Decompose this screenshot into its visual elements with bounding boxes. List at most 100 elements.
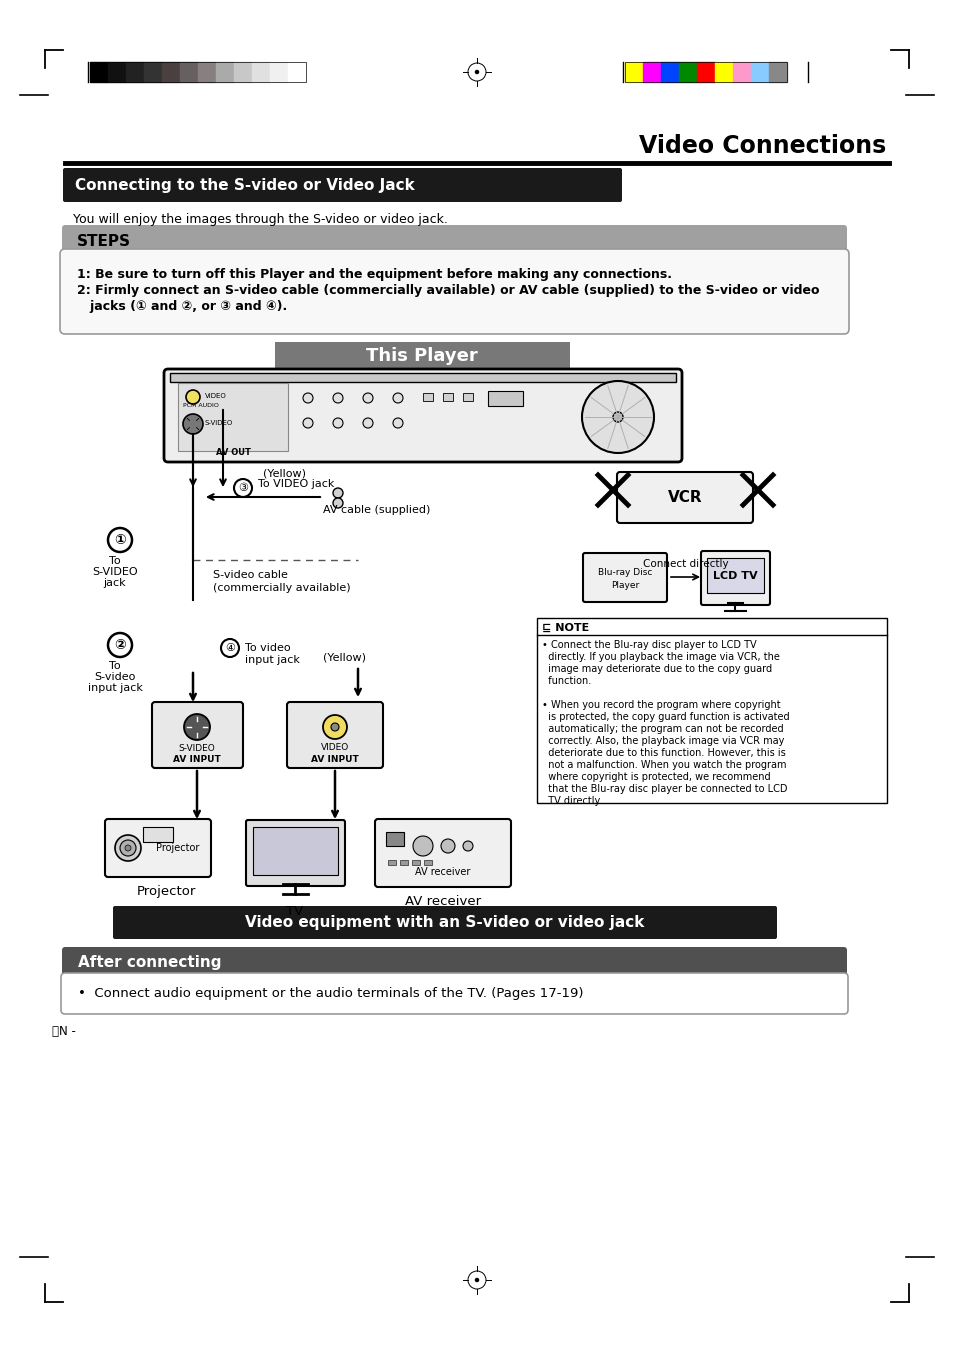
FancyBboxPatch shape [287,702,382,768]
Text: S-VIDEO: S-VIDEO [92,566,137,577]
Text: Projector: Projector [156,844,199,853]
Bar [252,62,270,82]
Text: that the Blu-ray disc player be connected to LCD: that the Blu-ray disc player be connecte… [541,784,786,794]
Circle shape [108,529,132,552]
Text: correctly. Also, the playback image via VCR may: correctly. Also, the playback image via … [541,735,783,746]
Text: Blu-ray Disc: Blu-ray Disc [598,568,652,577]
Bar [442,393,453,402]
FancyBboxPatch shape [246,821,345,886]
Circle shape [303,393,313,403]
Circle shape [331,723,338,731]
FancyBboxPatch shape [105,819,211,877]
Circle shape [303,418,313,429]
Text: AV receiver: AV receiver [415,867,470,877]
Circle shape [125,845,131,850]
Text: (commercially available): (commercially available) [213,583,351,594]
Text: Video Connections: Video Connections [639,134,885,158]
Text: VIDEO: VIDEO [320,744,349,752]
Text: ⓔN -: ⓔN - [52,1025,76,1038]
Bar [488,391,522,406]
Bar [697,62,714,82]
FancyBboxPatch shape [62,224,846,257]
Circle shape [393,418,402,429]
Text: To video: To video [245,644,291,653]
Text: PCM AUDIO: PCM AUDIO [183,403,218,408]
Text: This Player: This Player [366,347,477,365]
Text: ⊑ NOTE: ⊑ NOTE [541,623,589,633]
Text: where copyright is protected, we recommend: where copyright is protected, we recomme… [541,772,770,781]
Bar [624,62,642,82]
Text: After connecting: After connecting [78,956,221,971]
Circle shape [184,714,210,740]
FancyBboxPatch shape [61,973,847,1014]
Bar [270,62,288,82]
Text: deteriorate due to this function. However, this is: deteriorate due to this function. Howeve… [541,748,785,758]
Text: AV receiver: AV receiver [404,895,480,909]
Text: To: To [109,556,121,566]
Circle shape [581,381,654,453]
Circle shape [413,836,433,856]
Bar [399,860,408,865]
Text: not a malfunction. When you watch the program: not a malfunction. When you watch the pr… [541,760,785,771]
Bar [178,383,288,452]
Text: You will enjoy the images through the S-video or video jack.: You will enjoy the images through the S-… [73,214,447,226]
Bar [422,393,433,402]
Text: is protected, the copy guard function is activated: is protected, the copy guard function is… [541,713,789,722]
Bar [233,62,252,82]
Text: jack: jack [104,579,126,588]
Text: Connecting to the S-video or Video Jack: Connecting to the S-video or Video Jack [75,178,415,193]
Circle shape [108,633,132,657]
Circle shape [233,479,252,498]
Text: S-video cable: S-video cable [213,571,288,580]
Bar [388,860,395,865]
Bar [144,62,162,82]
Bar [462,393,473,402]
Text: VCR: VCR [667,489,701,504]
Bar [90,62,108,82]
Text: Player: Player [610,581,639,589]
Text: automatically; the program can not be recorded: automatically; the program can not be re… [541,725,782,734]
Bar [126,62,144,82]
Circle shape [363,393,373,403]
Bar [108,62,126,82]
Text: To: To [109,661,121,671]
Text: input jack: input jack [245,654,299,665]
FancyBboxPatch shape [375,819,511,887]
Bar [386,831,403,846]
Bar [642,62,660,82]
Circle shape [115,836,141,861]
Text: AV OUT: AV OUT [215,448,251,457]
Circle shape [440,840,455,853]
Text: • Connect the Blu-ray disc player to LCD TV: • Connect the Blu-ray disc player to LCD… [541,639,756,650]
Text: • When you record the program where copyright: • When you record the program where copy… [541,700,780,710]
Bar [253,827,337,875]
Circle shape [186,389,200,404]
Text: directly. If you playback the image via VCR, the: directly. If you playback the image via … [541,652,779,662]
Text: To VIDEO jack: To VIDEO jack [257,479,334,489]
Circle shape [363,418,373,429]
Bar [274,342,569,370]
Circle shape [333,498,343,508]
Text: LCD TV: LCD TV [712,571,757,581]
Text: (Yellow): (Yellow) [263,469,306,479]
Text: S-video: S-video [94,672,135,681]
Bar [288,62,306,82]
Bar [679,62,697,82]
Bar [624,62,786,82]
Bar [732,62,750,82]
Bar [537,618,886,803]
Text: S-VIDEO: S-VIDEO [178,744,215,753]
Text: input jack: input jack [88,683,142,694]
Bar [143,827,172,842]
Circle shape [221,639,239,657]
FancyBboxPatch shape [62,946,846,980]
Circle shape [462,841,473,850]
Circle shape [333,418,343,429]
Text: ③: ③ [237,483,248,493]
Text: AV INPUT: AV INPUT [311,754,358,764]
Bar [750,62,768,82]
Circle shape [120,840,136,856]
Bar [162,62,180,82]
Text: VIDEO: VIDEO [205,393,227,399]
Bar [198,62,215,82]
